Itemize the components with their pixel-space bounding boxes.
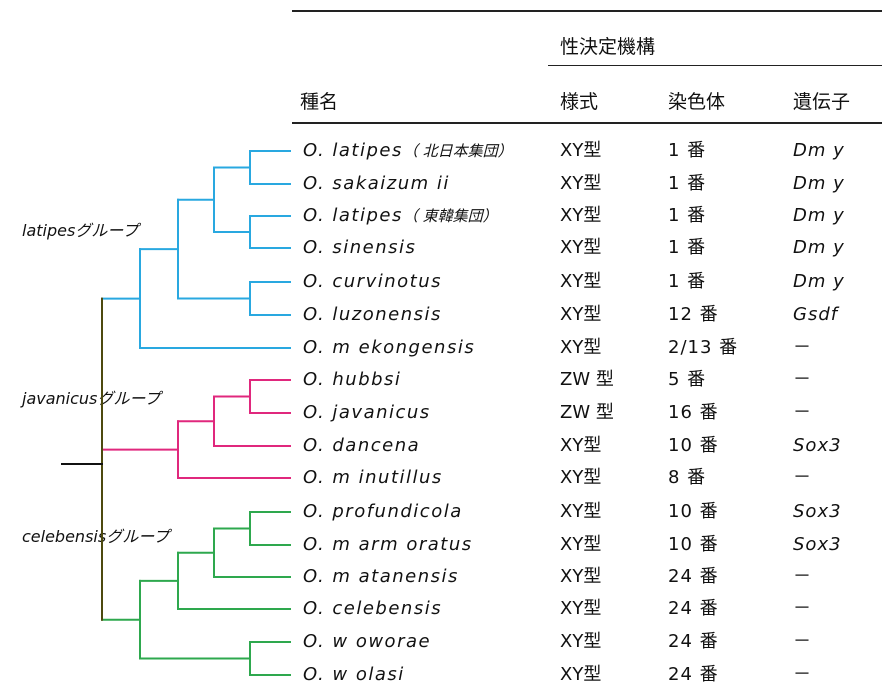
sex-chromosome: 24 番 <box>668 664 719 685</box>
sex-determination-style: XY型 <box>560 467 602 488</box>
group-label-celebensis: celebensisグループ <box>22 527 170 546</box>
sex-determining-gene: Dm y <box>793 173 845 194</box>
sex-determining-gene: Dm y <box>793 237 845 258</box>
sex-chromosome: 10 番 <box>668 534 719 555</box>
sex-determination-style: XY型 <box>560 271 602 292</box>
sex-chromosome: 12 番 <box>668 304 719 325</box>
sex-determination-style: XY型 <box>560 205 602 226</box>
sex-determining-gene: － <box>793 598 811 619</box>
sex-determining-gene: － <box>793 631 811 652</box>
sex-chromosome: 1 番 <box>668 173 707 194</box>
species-name: O. latipes（ 北日本集団） <box>303 140 513 161</box>
sex-determination-style: XY型 <box>560 237 602 258</box>
sex-determination-style: XY型 <box>560 435 602 456</box>
sex-chromosome: 5 番 <box>668 369 707 390</box>
sex-determination-style: XY型 <box>560 304 602 325</box>
species-name: O. w oworae <box>303 631 432 652</box>
gene-header: 遺伝子 <box>793 91 851 113</box>
group-label-latipes: latipesグループ <box>22 221 139 240</box>
sex-determining-gene: － <box>793 566 811 587</box>
species-name: O. dancena <box>303 435 421 456</box>
sex-determining-gene: Sox3 <box>793 501 842 522</box>
sex-chromosome: 10 番 <box>668 501 719 522</box>
sex-determination-style: XY型 <box>560 534 602 555</box>
sex-determination-underline <box>548 65 882 66</box>
sex-determination-header: 性決定機構 <box>560 36 656 58</box>
species-name: O. sakaizum ii <box>303 173 450 194</box>
sex-chromosome: 1 番 <box>668 140 707 161</box>
sex-determining-gene: － <box>793 369 811 390</box>
species-name: O. sinensis <box>303 237 417 258</box>
sex-determining-gene: Sox3 <box>793 534 842 555</box>
sex-chromosome: 1 番 <box>668 271 707 292</box>
header-rule <box>292 122 882 124</box>
species-name: O. profundicola <box>303 501 463 522</box>
sex-determination-style: XY型 <box>560 566 602 587</box>
sex-chromosome: 2/13 番 <box>668 337 739 358</box>
species-name: O. hubbsi <box>303 369 402 390</box>
sex-determining-gene: Gsdf <box>793 304 839 325</box>
species-name: O. w olasi <box>303 664 405 685</box>
species-name: O. m inutillus <box>303 467 443 488</box>
sex-chromosome: 24 番 <box>668 566 719 587</box>
sex-determination-style: XY型 <box>560 337 602 358</box>
sex-determining-gene: － <box>793 402 811 423</box>
sex-determining-gene: Dm y <box>793 271 845 292</box>
species-name: O. m atanensis <box>303 566 459 587</box>
sex-determination-style: ZW 型 <box>560 402 614 423</box>
sex-chromosome: 16 番 <box>668 402 719 423</box>
population-note: （ 北日本集団） <box>402 142 513 160</box>
species-name: O. latipes（ 東韓集団） <box>303 205 498 226</box>
sex-determining-gene: － <box>793 467 811 488</box>
species-name: O. curvinotus <box>303 271 443 292</box>
sex-determining-gene: Dm y <box>793 205 845 226</box>
sex-determination-style: ZW 型 <box>560 369 614 390</box>
sex-determination-style: XY型 <box>560 631 602 652</box>
population-note: （ 東韓集団） <box>402 207 498 225</box>
sex-determining-gene: － <box>793 664 811 685</box>
sex-determination-style: XY型 <box>560 501 602 522</box>
sex-determination-style: XY型 <box>560 664 602 685</box>
species-name: O. m ekongensis <box>303 337 476 358</box>
species-name: O. javanicus <box>303 402 431 423</box>
species-header: 種名 <box>300 91 339 113</box>
group-label-javanicus: javanicusグループ <box>22 389 161 408</box>
sex-chromosome: 1 番 <box>668 237 707 258</box>
sex-determining-gene: Dm y <box>793 140 845 161</box>
species-name: O. luzonensis <box>303 304 442 325</box>
sex-determination-style: XY型 <box>560 173 602 194</box>
sex-chromosome: 24 番 <box>668 631 719 652</box>
sex-chromosome: 10 番 <box>668 435 719 456</box>
species-name: O. celebensis <box>303 598 443 619</box>
sex-chromosome: 1 番 <box>668 205 707 226</box>
species-name: O. m arm oratus <box>303 534 473 555</box>
sex-determination-style: XY型 <box>560 140 602 161</box>
chromosome-header: 染色体 <box>668 91 726 113</box>
sex-determining-gene: － <box>793 337 811 358</box>
top-rule <box>292 10 882 12</box>
sex-determination-style: XY型 <box>560 598 602 619</box>
style-header: 様式 <box>560 91 599 113</box>
sex-determining-gene: Sox3 <box>793 435 842 456</box>
sex-chromosome: 8 番 <box>668 467 707 488</box>
sex-chromosome: 24 番 <box>668 598 719 619</box>
